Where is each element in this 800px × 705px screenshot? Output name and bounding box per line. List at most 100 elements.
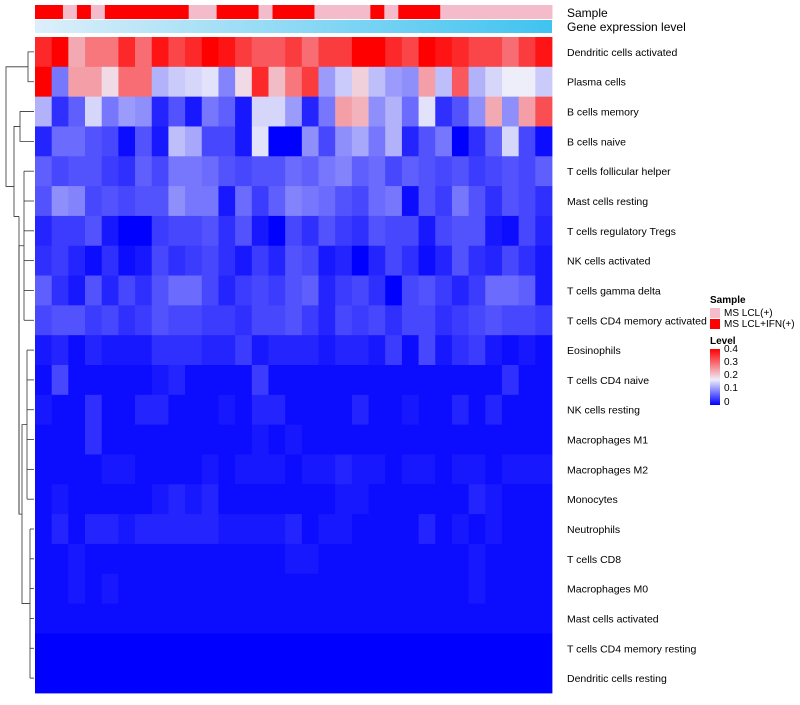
heatmap-cell xyxy=(118,543,136,575)
heatmap-cell xyxy=(435,663,453,694)
heatmap-cell xyxy=(235,424,253,455)
heatmap-cell xyxy=(518,186,536,217)
heatmap-cell xyxy=(535,573,553,604)
heatmap-cell xyxy=(251,96,269,127)
heatmap-cell xyxy=(268,394,286,426)
heatmap-cell xyxy=(301,37,319,68)
heatmap-cell xyxy=(351,543,369,575)
heatmap-cell xyxy=(385,633,403,664)
heatmap-cell xyxy=(235,186,253,217)
heatmap-cell xyxy=(185,305,203,336)
heatmap-cell xyxy=(335,66,353,98)
heatmap-cell xyxy=(335,663,353,694)
heatmap-cell xyxy=(168,37,186,68)
heatmap-cell xyxy=(385,543,403,575)
heatmap-cell xyxy=(118,484,136,515)
heatmap-cell xyxy=(301,96,319,127)
row-label: T cells gamma delta xyxy=(567,285,661,297)
dendrogram-branch xyxy=(27,51,34,83)
heatmap-cell xyxy=(235,603,253,634)
sample-annotation-cell xyxy=(160,5,176,19)
heatmap-cell xyxy=(318,663,336,694)
heatmap-cell xyxy=(101,305,119,336)
heatmap-cell xyxy=(118,573,136,604)
heatmap-cell xyxy=(518,275,536,306)
heatmap-cell xyxy=(68,215,86,247)
heatmap-cell xyxy=(501,484,520,515)
heatmap-cell xyxy=(168,245,186,276)
heatmap-cell xyxy=(201,335,219,366)
heatmap-cell xyxy=(185,215,203,247)
heatmap-cell xyxy=(485,156,503,187)
heatmap-cell xyxy=(168,663,186,694)
heatmap-cell xyxy=(485,215,503,247)
heatmap-cell xyxy=(151,305,169,336)
heatmap-cell xyxy=(168,454,186,485)
heatmap-cell xyxy=(318,573,336,604)
sample-legend-title: Sample xyxy=(710,295,746,306)
heatmap-cell xyxy=(151,603,169,634)
heatmap-cell xyxy=(251,663,269,694)
heatmap-cell xyxy=(285,454,303,485)
heatmap-cell xyxy=(68,633,86,664)
heatmap-cell xyxy=(485,424,503,455)
heatmap-cell xyxy=(318,275,336,306)
sample-annotation-cell xyxy=(412,5,427,19)
heatmap-cell xyxy=(218,96,236,127)
heatmap-cell xyxy=(85,66,103,98)
heatmap-cell xyxy=(501,573,520,604)
heatmap-cell xyxy=(418,66,436,98)
heatmap-cell xyxy=(168,603,186,634)
heatmap-cell xyxy=(401,514,419,545)
heatmap-cell xyxy=(101,424,119,455)
heatmap-cell xyxy=(368,215,386,247)
heatmap-cell xyxy=(418,156,436,187)
heatmap-cell xyxy=(435,484,453,515)
heatmap-cell xyxy=(435,245,453,276)
heatmap-cell xyxy=(35,424,53,455)
heatmap-cell xyxy=(351,663,369,694)
heatmap-cell xyxy=(335,37,353,68)
heatmap-cell xyxy=(435,156,453,187)
legend-label-ms-lcl: MS LCL(+) xyxy=(724,308,773,319)
heatmap-cell xyxy=(251,126,269,157)
heatmap-cell xyxy=(135,96,153,127)
heatmap-cell xyxy=(35,663,53,694)
heatmap-cell xyxy=(401,573,419,604)
heatmap-cell xyxy=(268,126,286,157)
heatmap-cell xyxy=(218,633,236,664)
row-label: Macrophages M0 xyxy=(567,584,648,596)
heatmap-cell xyxy=(35,126,53,157)
heatmap-cell xyxy=(268,603,286,634)
heatmap-cell xyxy=(268,365,286,396)
heatmap-cell xyxy=(451,663,470,694)
heatmap-cell xyxy=(535,245,553,276)
heatmap-cell xyxy=(51,245,69,276)
row-label: NK cells activated xyxy=(567,256,651,268)
heatmap-cell xyxy=(368,484,386,515)
heatmap-cell xyxy=(385,573,403,604)
heatmap-cell xyxy=(135,573,153,604)
heatmap-cell xyxy=(35,573,53,604)
heatmap-cell xyxy=(318,156,336,187)
heatmap-cell xyxy=(135,603,153,634)
heatmap-cell xyxy=(68,543,86,575)
heatmap-cell xyxy=(101,603,119,634)
heatmap-cell xyxy=(185,424,203,455)
heatmap-cell xyxy=(351,633,369,664)
heatmap-cell xyxy=(418,394,436,426)
heatmap-cell xyxy=(235,394,253,426)
heatmap-cell xyxy=(368,305,386,336)
heatmap-cell xyxy=(85,394,103,426)
heatmap-cell xyxy=(68,96,86,127)
heatmap-cell xyxy=(201,663,219,694)
heatmap-cell xyxy=(385,156,403,187)
heatmap-cell xyxy=(168,126,186,157)
heatmap-cell xyxy=(485,305,503,336)
heatmap-cell xyxy=(351,66,369,98)
heatmap-cell xyxy=(68,454,86,485)
heatmap-cell xyxy=(418,454,436,485)
heatmap-cell xyxy=(518,215,536,247)
heatmap-cell xyxy=(518,305,536,336)
heatmap-cell xyxy=(285,543,303,575)
